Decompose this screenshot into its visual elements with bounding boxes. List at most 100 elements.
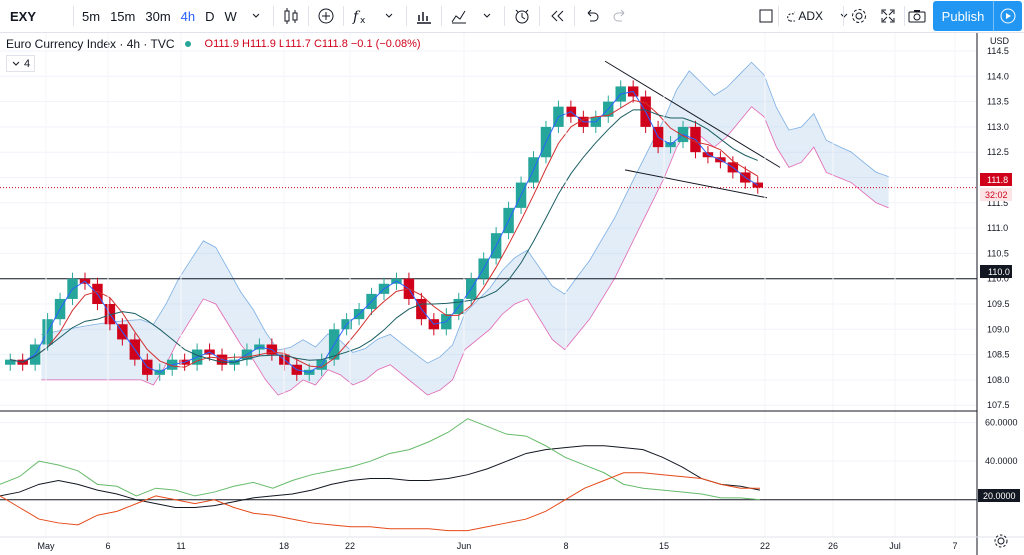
price-tick-label: 108.0: [987, 375, 1010, 385]
divider: [904, 6, 905, 26]
divider: [503, 6, 505, 26]
time-tick-label: 15: [659, 541, 669, 551]
chevron-down-icon[interactable]: [473, 0, 501, 33]
di-plus-line: [0, 418, 761, 501]
level-label: 110.0: [988, 267, 1010, 277]
indicator-toggle[interactable]: 4: [6, 55, 36, 72]
gear-icon[interactable]: [994, 534, 1008, 548]
price-tick-label: 108.5: [987, 350, 1010, 360]
price-tick-label: 114.5: [987, 46, 1009, 56]
divider: [307, 6, 309, 26]
price-pane: [0, 33, 977, 537]
cloud-icon: [787, 11, 796, 22]
chart-title[interactable]: Euro Currency Index · 4h · TVC: [6, 37, 175, 51]
adx-tick-label: 40.0000: [985, 456, 1018, 466]
timeframe-w[interactable]: W: [224, 8, 237, 24]
trendline-lower: [624, 169, 768, 199]
divider: [73, 6, 74, 26]
timeframe-4h[interactable]: 4h: [180, 8, 196, 24]
divider: [440, 6, 442, 26]
ichimoku-span-a: [41, 61, 889, 364]
price-axis[interactable]: 114.5114.0113.5113.0112.5112.0111.5111.0…: [987, 46, 1010, 410]
camera-icon[interactable]: [903, 0, 931, 33]
timeframe-d[interactable]: D: [205, 8, 215, 24]
level-tag: [980, 265, 1012, 278]
ichimoku-cloud: [41, 62, 889, 396]
divider: [778, 6, 779, 26]
play-icon[interactable]: [993, 1, 1022, 31]
price-tick-label: 107.5: [987, 400, 1010, 410]
price-tick-label: 114.0: [987, 71, 1009, 81]
chart-legend: Euro Currency Index · 4h · TVC O111.9 H1…: [6, 37, 421, 51]
adx-line: [0, 445, 761, 508]
time-tick-label: 26: [828, 541, 838, 551]
chevron-down-icon: [12, 61, 20, 66]
price-tick-label: 110.5: [987, 248, 1009, 258]
timeframe-30m[interactable]: 30m: [145, 8, 171, 24]
countdown-label: 32:02: [985, 190, 1008, 200]
moving-average-line: [10, 90, 759, 373]
candles-icon[interactable]: [277, 0, 305, 33]
time-tick-label: 6: [105, 541, 110, 551]
adx-pane: [0, 418, 977, 532]
moving-average-line: [10, 99, 759, 368]
market-status-dot: [184, 41, 191, 47]
currency-label: USD: [990, 36, 1010, 46]
time-tick-label: 11: [176, 541, 185, 551]
ohlc-values: O111.9 H111.9 L111.7 C111.8 −0.1 (−0.08%…: [204, 38, 421, 50]
redo-icon[interactable]: [606, 0, 634, 33]
time-tick-label: 18: [279, 541, 289, 551]
adx-tick-label: 60.0000: [985, 418, 1018, 428]
adx-axis[interactable]: 60.0000 40.0000: [985, 418, 1018, 467]
last-price-label: 111.8: [987, 175, 1008, 185]
divider: [573, 6, 575, 26]
time-tick-label: 7: [952, 541, 957, 551]
candle-body: [5, 359, 16, 365]
indicator-select-label: ADX: [798, 9, 823, 23]
moving-average-line: [10, 109, 758, 363]
divider: [342, 6, 344, 26]
time-tick-label: 8: [563, 541, 568, 551]
svg-text:x: x: [360, 16, 366, 25]
chevron-down-icon[interactable]: [242, 0, 270, 33]
adx-level-tag: [978, 489, 1020, 502]
price-tick-label: 109.5: [987, 299, 1010, 309]
di-minus-line: [0, 472, 760, 532]
symbol-search[interactable]: EXY: [10, 8, 37, 24]
chevron-down-icon[interactable]: [830, 0, 858, 33]
price-tick-label: 113.5: [987, 97, 1009, 107]
cloud-save-button[interactable]: ADX: [780, 0, 828, 33]
replay-icon[interactable]: [543, 0, 571, 33]
divider: [538, 6, 540, 26]
divider: [272, 6, 274, 26]
countdown-tag: [980, 188, 1012, 201]
fullscreen-icon[interactable]: [874, 0, 902, 33]
price-tick-label: 110.0: [987, 274, 1009, 284]
time-axis[interactable]: May 6 11 18 22 Jun 8 15 22 26 Jul 7: [37, 541, 957, 551]
last-price-tag: [980, 173, 1012, 186]
chevron-down-icon[interactable]: [375, 0, 403, 33]
price-tick-label: 112.5: [987, 147, 1009, 157]
financials-icon[interactable]: [410, 0, 438, 33]
publish-button[interactable]: Publish: [933, 1, 1022, 31]
timeframe-5m[interactable]: 5m: [82, 8, 101, 24]
chart-area[interactable]: USD 114.5114.0113.5113.0112.5112.0111.51…: [0, 33, 1024, 555]
time-tick-label: May: [37, 541, 55, 551]
time-tick-label: 22: [760, 541, 770, 551]
price-tick-label: 109.0: [987, 324, 1010, 334]
templates-icon[interactable]: [445, 0, 473, 33]
divider: [843, 6, 844, 26]
price-tick-label: 113.0: [987, 122, 1009, 132]
indicator-count: 4: [24, 57, 31, 70]
price-tick-label: 111.5: [987, 198, 1008, 208]
adx-level-label: 20.0000: [983, 491, 1016, 501]
alert-clock-icon[interactable]: [508, 0, 536, 33]
publish-label: Publish: [941, 8, 985, 24]
layout-square-icon[interactable]: [752, 0, 780, 33]
timeframe-15m[interactable]: 15m: [110, 8, 136, 24]
compare-plus-icon[interactable]: [312, 0, 340, 33]
undo-icon[interactable]: [578, 0, 606, 33]
gear-icon[interactable]: [845, 0, 873, 33]
